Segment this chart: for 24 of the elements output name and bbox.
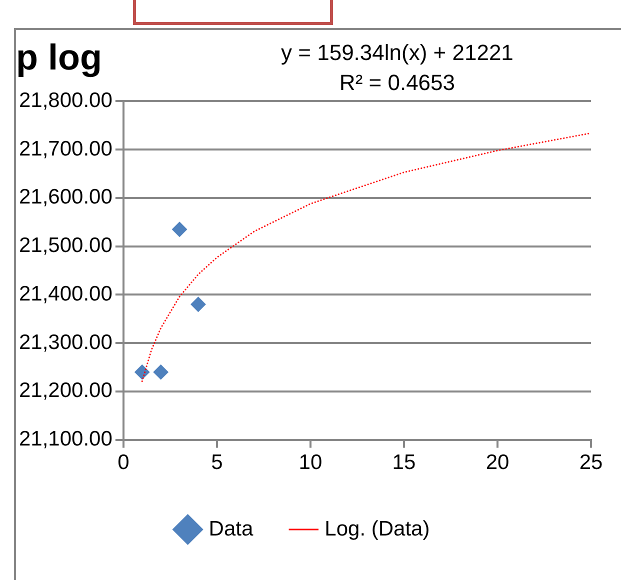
point bbox=[190, 296, 206, 312]
y-tick-label: 21,100.00 bbox=[18, 428, 112, 451]
y-tick-label: 21,300.00 bbox=[18, 330, 112, 354]
x-tick-label: 20 bbox=[486, 451, 510, 474]
y-tick-label: 21,500.00 bbox=[18, 234, 112, 258]
text: R² = 0.4653 bbox=[339, 70, 455, 95]
point bbox=[172, 222, 188, 237]
y-tick-label: 21,800.00 bbox=[18, 88, 112, 112]
point bbox=[153, 364, 168, 380]
legend-label: Log. (Data) bbox=[324, 517, 430, 540]
x-tick-label: 25 bbox=[579, 451, 603, 474]
x-tick-label: 15 bbox=[392, 451, 416, 474]
x-tick-label: 10 bbox=[298, 451, 322, 474]
legend-label: Data bbox=[208, 517, 254, 540]
y-tick-label: 21,200.00 bbox=[18, 379, 112, 402]
y-tick-label: 21,700.00 bbox=[18, 137, 112, 160]
chart-title: p log bbox=[16, 36, 102, 78]
text: y = 159.34ln(x) + 21221 bbox=[281, 40, 514, 65]
line-series bbox=[141, 132, 591, 382]
x-tick-label: 0 bbox=[118, 451, 130, 474]
y-tick-label: 21,600.00 bbox=[18, 186, 112, 209]
x-tick-label: 5 bbox=[211, 451, 223, 474]
y-tick-label: 21,400.00 bbox=[18, 282, 112, 306]
point bbox=[134, 364, 150, 380]
